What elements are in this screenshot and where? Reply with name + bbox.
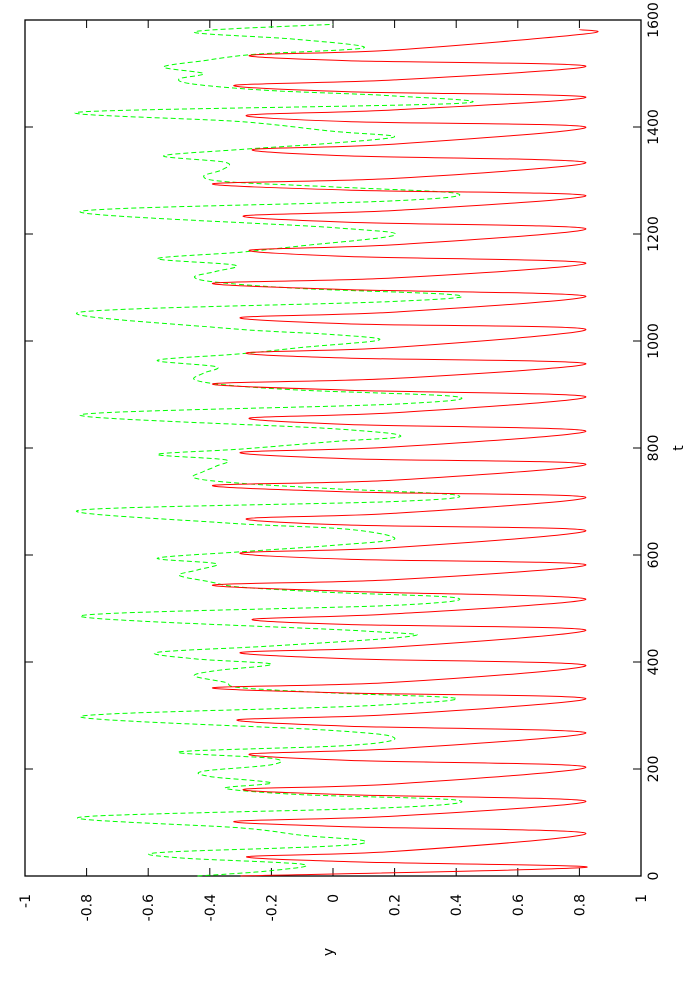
tick-labels: 0 200 400 600 800 1000 1200 1400 1600 -1 -0.8 -0.6 -…: [18, 2, 662, 921]
y-tick-label: -0.4: [203, 894, 219, 921]
y-axis-label: y: [321, 948, 337, 956]
y-tick-label: -1: [18, 894, 34, 908]
axis-ticks: [24, 19, 642, 877]
y-tick-label: -0.6: [141, 894, 157, 921]
x-axis-label: t: [671, 445, 687, 451]
x-tick-label: 200: [646, 756, 662, 783]
y-tick-label: 0.4: [449, 894, 465, 916]
x-tick-label: 0: [646, 872, 662, 881]
series-line-dashed: [74, 23, 474, 877]
y-tick-label: 1: [634, 894, 650, 903]
x-tick-label: 1600: [646, 2, 662, 38]
x-tick-label: 400: [646, 649, 662, 676]
series-line-solid: [212, 29, 599, 877]
x-tick-label: 1000: [646, 323, 662, 359]
y-tick-label: -0.8: [80, 894, 96, 921]
y-tick-label: -0.2: [264, 894, 280, 921]
x-tick-label: 600: [646, 542, 662, 569]
x-tick-label: 1400: [646, 109, 662, 145]
plot-frame: [24, 19, 642, 877]
series-layer: [74, 23, 599, 877]
x-tick-label: 800: [646, 435, 662, 462]
y-tick-label: 0.6: [511, 894, 527, 916]
x-tick-label: 1200: [646, 216, 662, 252]
y-tick-label: 0: [326, 894, 342, 903]
y-tick-label: 0.8: [572, 894, 588, 916]
y-tick-label: 0.2: [388, 894, 404, 916]
